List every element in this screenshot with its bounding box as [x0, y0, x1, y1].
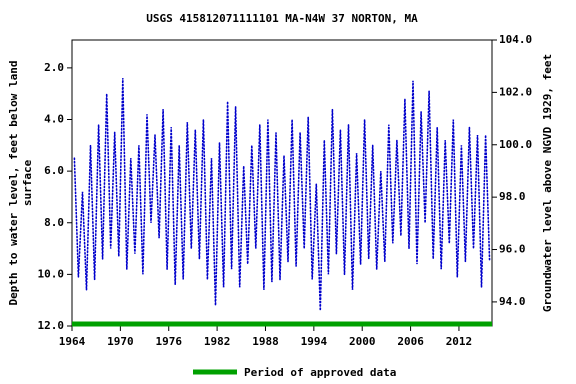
- x-tick-label: 1976: [155, 335, 182, 348]
- x-tick-label: 2000: [349, 335, 376, 348]
- y2-tick-label: 98.0: [499, 190, 526, 203]
- y-tick-label: 8.0: [44, 216, 64, 229]
- legend-label: Period of approved data: [244, 366, 396, 379]
- x-tick-label: 2012: [446, 335, 473, 348]
- y-axis-label: surface: [21, 159, 34, 206]
- data-line: [73, 78, 491, 311]
- x-tick-label: 1994: [301, 335, 328, 348]
- y-tick-label: 6.0: [44, 164, 64, 177]
- y2-tick-label: 100.0: [499, 138, 532, 151]
- y-tick-label: 12.0: [38, 319, 65, 332]
- y-tick-label: 4.0: [44, 113, 64, 126]
- y2-tick-label: 96.0: [499, 243, 526, 256]
- x-tick-label: 1964: [59, 335, 86, 348]
- plot-frame: [71, 39, 493, 327]
- x-tick-label: 1982: [204, 335, 231, 348]
- chart-title: USGS 415812071111101 MA-N4W 37 NORTON, M…: [146, 12, 418, 25]
- y2-tick-label: 102.0: [499, 85, 532, 98]
- y-tick-label: 2.0: [44, 61, 64, 74]
- y-tick-label: 10.0: [38, 267, 65, 280]
- x-tick-label: 1988: [252, 335, 279, 348]
- y2-tick-label: 104.0: [499, 33, 532, 46]
- y2-tick-label: 94.0: [499, 295, 526, 308]
- y2-axis-label: Groundwater level above NGVD 1929, feet: [541, 54, 554, 312]
- x-tick-label: 2006: [397, 335, 424, 348]
- x-tick-label: 1970: [107, 335, 134, 348]
- y-axis-label: Depth to water level, feet below land: [7, 60, 20, 305]
